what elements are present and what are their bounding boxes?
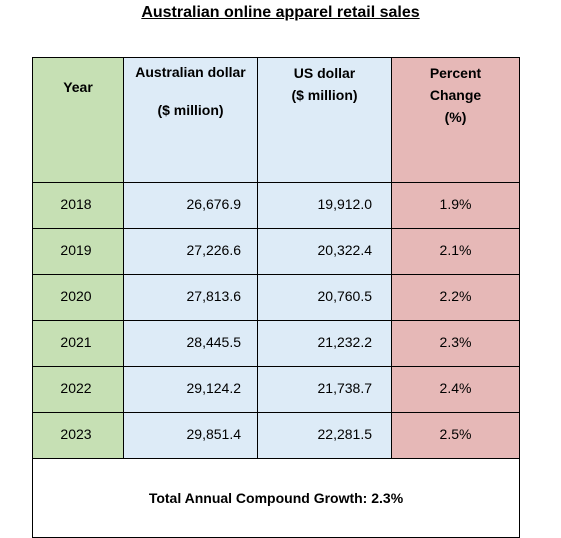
cell-year: 2019 [32, 228, 124, 275]
page-title: Australian online apparel retail sales [141, 4, 420, 21]
cell-year: 2018 [32, 182, 124, 229]
compound-growth-summary: Total Annual Compound Growth: 2.3% [32, 458, 520, 538]
cell-percent: 2.2% [391, 274, 520, 321]
table-row: 2019 27,226.6 20,322.4 2.1% [32, 228, 520, 275]
header-us-dollar: US dollar ($ million) [257, 57, 392, 183]
cell-usd: 19,912.0 [257, 182, 392, 229]
cell-usd: 21,738.7 [257, 366, 392, 413]
cell-aud: 27,813.6 [123, 274, 258, 321]
cell-usd: 20,322.4 [257, 228, 392, 275]
table-row: 2023 29,851.4 22,281.5 2.5% [32, 412, 520, 459]
table-row: 2018 26,676.9 19,912.0 1.9% [32, 182, 520, 229]
sales-table: Year Australian dollar ($ million) US do… [32, 57, 520, 538]
table-row: 2022 29,124.2 21,738.7 2.4% [32, 366, 520, 413]
cell-percent: 2.3% [391, 320, 520, 367]
table-footer-row: Total Annual Compound Growth: 2.3% [32, 458, 520, 538]
header-year: Year [32, 57, 124, 183]
cell-usd: 22,281.5 [257, 412, 392, 459]
cell-year: 2023 [32, 412, 124, 459]
cell-percent: 2.1% [391, 228, 520, 275]
cell-aud: 29,124.2 [123, 366, 258, 413]
table-header-row: Year Australian dollar ($ million) US do… [32, 57, 520, 183]
cell-year: 2021 [32, 320, 124, 367]
cell-aud: 28,445.5 [123, 320, 258, 367]
cell-percent: 2.5% [391, 412, 520, 459]
table-row: 2020 27,813.6 20,760.5 2.2% [32, 274, 520, 321]
cell-percent: 1.9% [391, 182, 520, 229]
cell-year: 2022 [32, 366, 124, 413]
cell-usd: 21,232.2 [257, 320, 392, 367]
cell-aud: 26,676.9 [123, 182, 258, 229]
cell-aud: 27,226.6 [123, 228, 258, 275]
table-row: 2021 28,445.5 21,232.2 2.3% [32, 320, 520, 367]
header-percent-change: Percent Change (%) [391, 57, 520, 183]
cell-aud: 29,851.4 [123, 412, 258, 459]
cell-usd: 20,760.5 [257, 274, 392, 321]
cell-percent: 2.4% [391, 366, 520, 413]
cell-year: 2020 [32, 274, 124, 321]
header-australian-dollar: Australian dollar ($ million) [123, 57, 258, 183]
